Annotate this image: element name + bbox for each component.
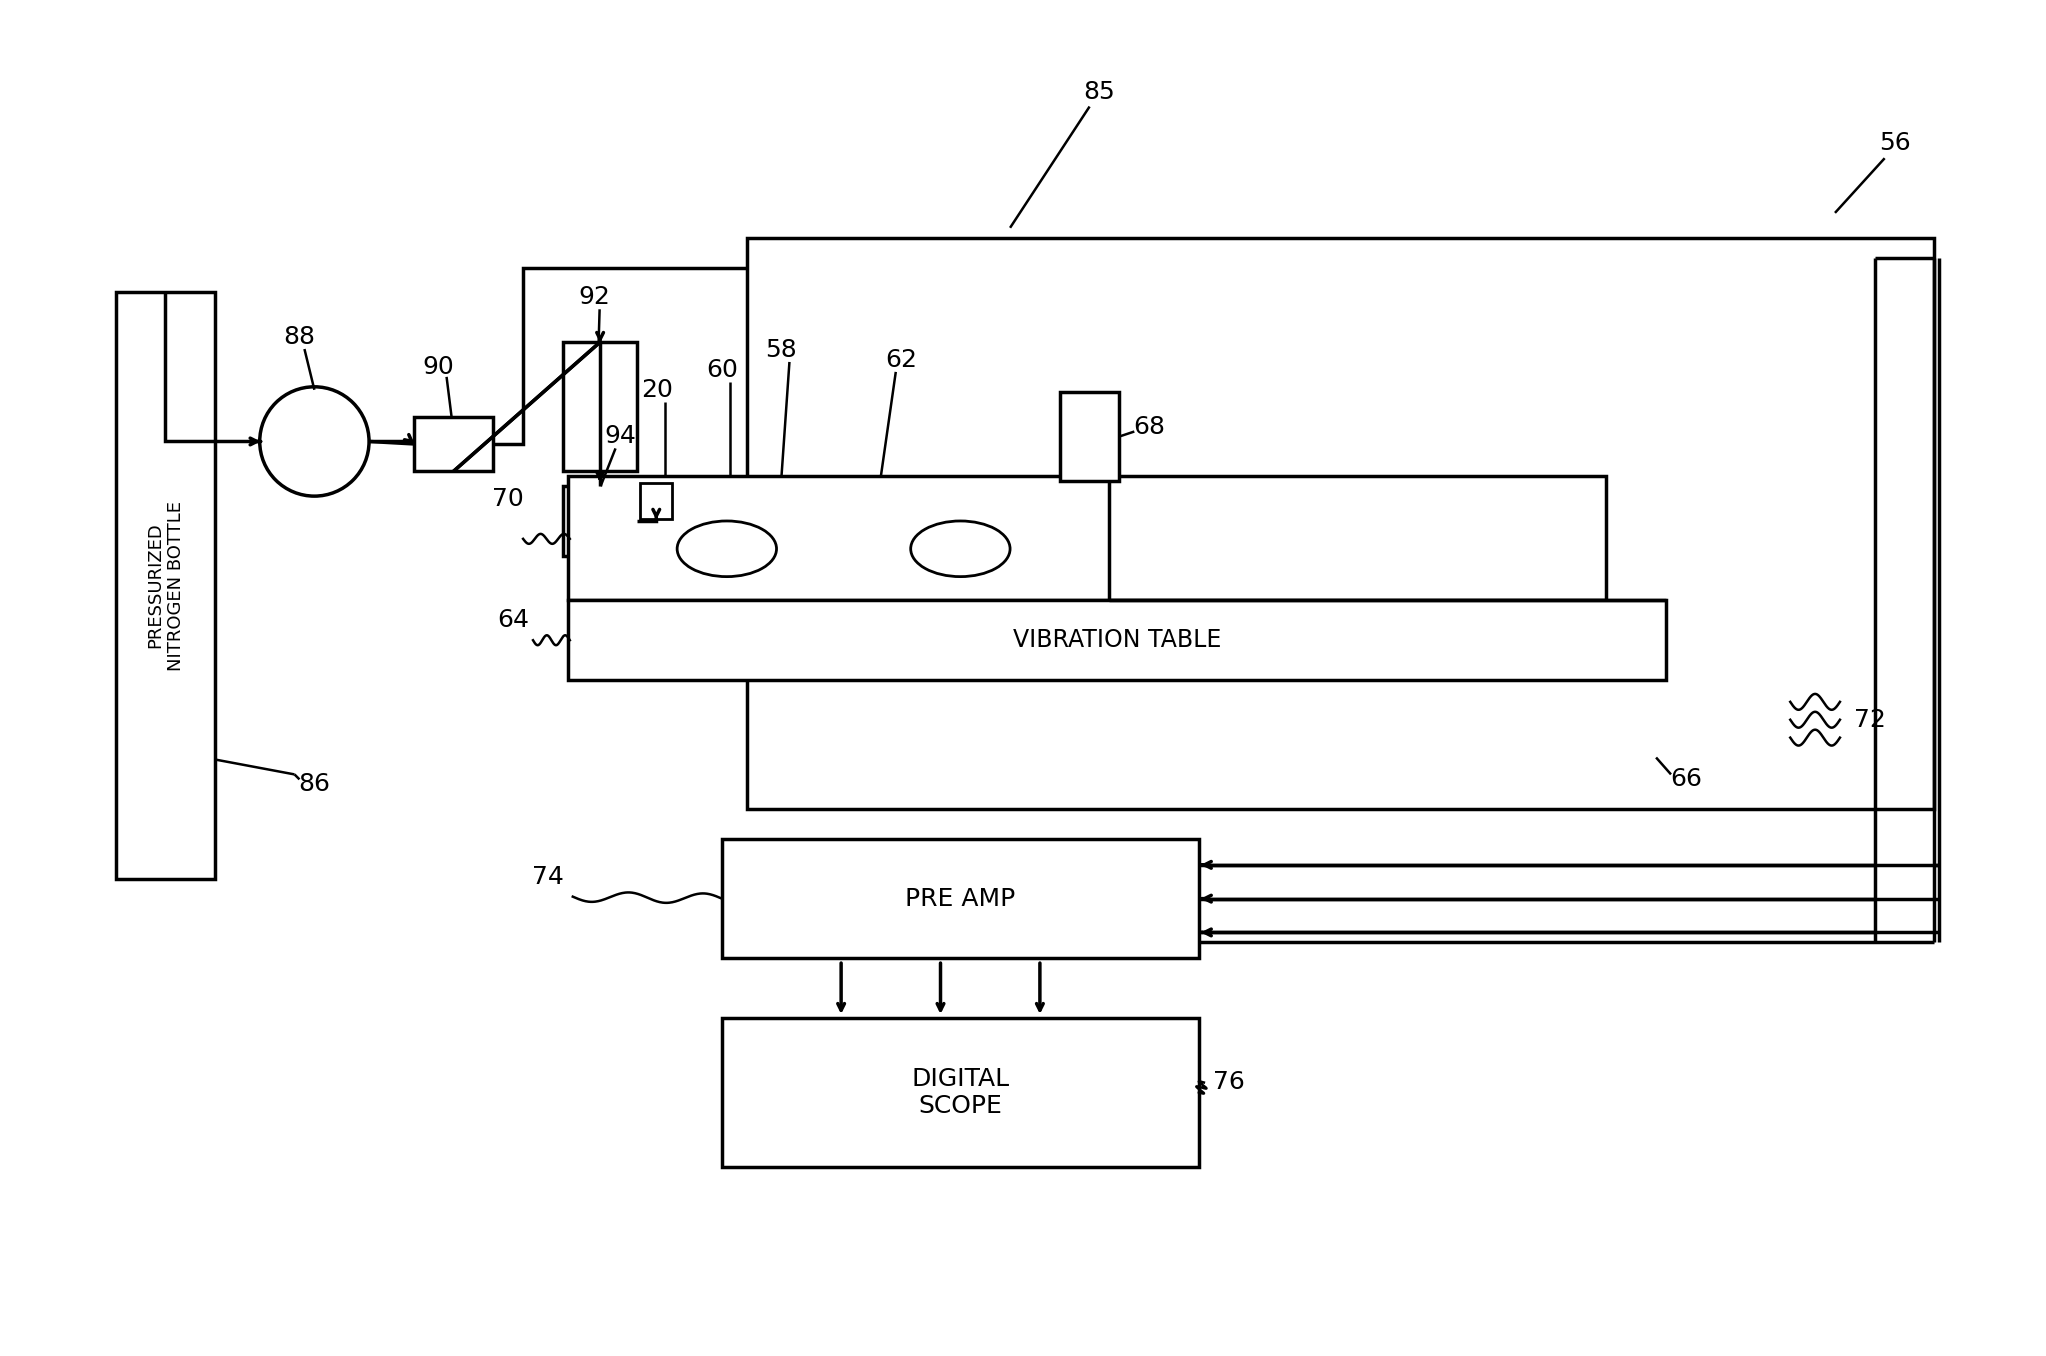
Text: PRE AMP: PRE AMP [904, 887, 1015, 911]
Bar [563, 342, 638, 472]
Bar [640, 483, 673, 519]
Text: 58: 58 [765, 338, 798, 362]
Text: DIGITAL
SCOPE: DIGITAL SCOPE [910, 1067, 1009, 1119]
Text: 76: 76 [1213, 1070, 1244, 1094]
Text: 60: 60 [706, 358, 739, 382]
Bar [722, 839, 1199, 959]
Text: 90: 90 [424, 355, 454, 378]
Text: 85: 85 [1084, 80, 1115, 103]
Text: 72: 72 [1854, 708, 1886, 732]
Circle shape [260, 386, 368, 496]
Text: 20: 20 [640, 378, 673, 401]
Text: 70: 70 [493, 487, 524, 511]
Text: 74: 74 [532, 865, 565, 888]
Text: PRESSURIZED
NITROGEN BOTTLE: PRESSURIZED NITROGEN BOTTLE [145, 500, 184, 671]
Text: 64: 64 [497, 609, 530, 632]
Text: 88: 88 [284, 325, 315, 348]
Bar [413, 416, 493, 472]
Text: VIBRATION TABLE: VIBRATION TABLE [1013, 628, 1221, 652]
Bar [569, 476, 1606, 601]
Ellipse shape [910, 521, 1011, 576]
Text: 94: 94 [604, 424, 636, 449]
Text: 86: 86 [299, 773, 329, 796]
Bar [569, 601, 1665, 679]
Bar [563, 487, 638, 556]
Text: 66: 66 [1670, 767, 1702, 792]
Bar [722, 1018, 1199, 1168]
Bar [117, 293, 215, 879]
Bar [747, 237, 1933, 810]
Text: 62: 62 [884, 348, 917, 372]
Ellipse shape [677, 521, 777, 576]
Bar [1060, 392, 1119, 481]
Text: 56: 56 [1878, 132, 1911, 156]
Text: 92: 92 [579, 285, 610, 309]
Text: 68: 68 [1133, 415, 1166, 438]
